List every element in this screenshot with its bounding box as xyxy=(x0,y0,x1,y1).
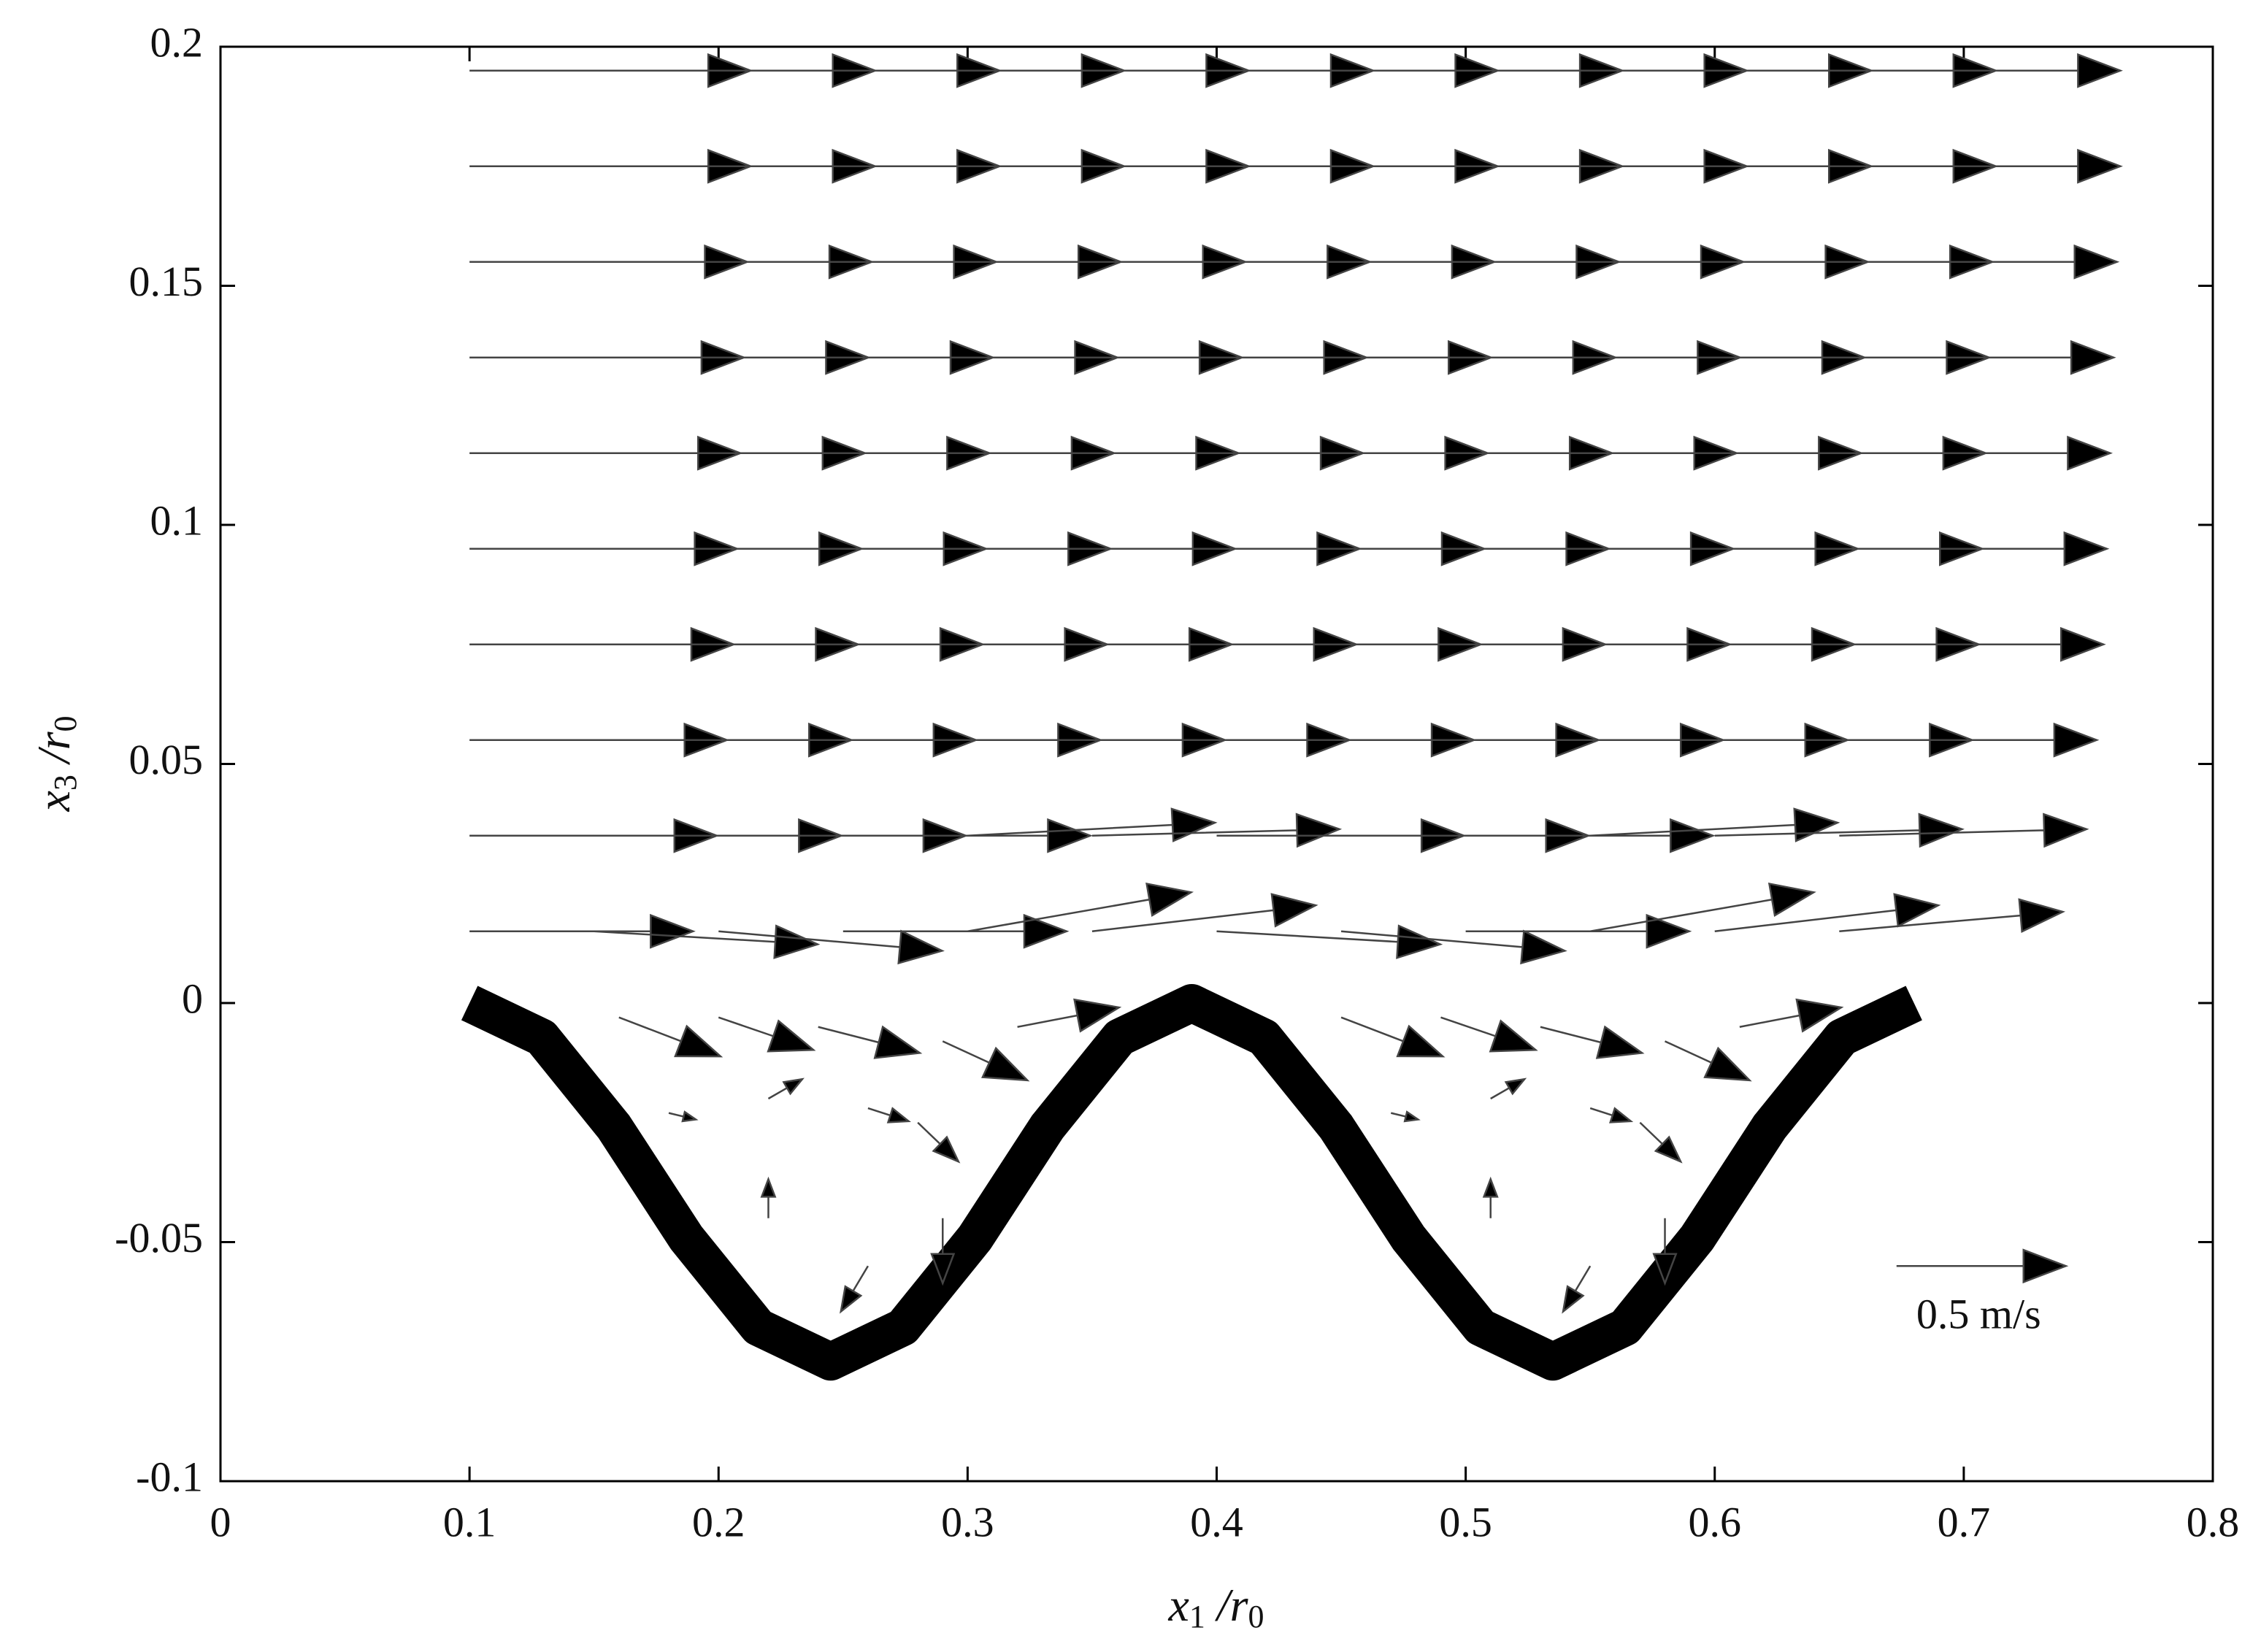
x-tick-label: 0.8 xyxy=(2187,1498,2240,1545)
eddy-arrow xyxy=(1390,1110,1421,1123)
x-tick-label: 0.1 xyxy=(443,1498,496,1545)
velocity-arrow xyxy=(1839,53,2123,88)
eddy-arrow xyxy=(930,1218,956,1286)
velocity-arrow xyxy=(1091,812,1343,848)
eddy-arrow xyxy=(867,1107,911,1123)
y-tick-label: 0 xyxy=(182,975,203,1022)
x-label-sub: 1 xyxy=(1189,1599,1205,1634)
y-tick-label: -0.1 xyxy=(136,1453,203,1500)
eddy-arrow xyxy=(1589,1107,1634,1123)
x-tick-label: 0.7 xyxy=(1938,1498,1991,1545)
velocity-arrow xyxy=(1839,435,2113,471)
velocity-arrow xyxy=(1839,244,2120,280)
eddy-arrow xyxy=(1482,1176,1499,1218)
velocity-arrow xyxy=(1465,818,1716,853)
y-tick-label: 0.15 xyxy=(129,258,204,305)
velocity-arrow xyxy=(718,929,945,965)
eddy-arrow xyxy=(1664,1040,1752,1082)
velocity-arrow xyxy=(1465,913,1692,949)
y-tick-label: 0.2 xyxy=(150,18,204,66)
eddy-arrow xyxy=(1562,1265,1592,1314)
x-tick-label: 0.4 xyxy=(1190,1498,1243,1545)
eddy-arrow xyxy=(840,1265,870,1314)
y-label-sub: 0 xyxy=(47,715,83,731)
velocity-arrow xyxy=(1839,812,2089,848)
reference-label: 0.5 m/s xyxy=(1916,1291,2041,1338)
y-axis-label: x3 /r0 xyxy=(28,715,83,812)
velocity-arrow xyxy=(1839,626,2106,662)
velocity-arrow xyxy=(1714,812,1965,848)
y-tick-label: 0.1 xyxy=(150,496,204,544)
surface xyxy=(461,984,1922,1381)
velocity-arrow xyxy=(1590,807,1840,842)
eddy-arrow xyxy=(1440,1016,1538,1053)
eddy-arrow xyxy=(767,1077,805,1100)
velocity-arrow xyxy=(967,807,1218,842)
eddy-arrow xyxy=(1540,1025,1645,1059)
velocity-arrow xyxy=(1340,929,1567,965)
x-label-sub: 0 xyxy=(1248,1599,1264,1634)
eddy-arrow xyxy=(718,1016,816,1053)
eddy-arrow xyxy=(917,1121,961,1164)
x-label-den: /r xyxy=(1205,1579,1249,1631)
y-tick-label: 0.05 xyxy=(129,736,204,783)
x-tick-label: 0.5 xyxy=(1439,1498,1492,1545)
eddy-arrow xyxy=(1652,1218,1678,1286)
velocity-arrow xyxy=(1839,722,2100,758)
eddy-arrow xyxy=(668,1110,699,1123)
velocity-arrow xyxy=(967,882,1194,932)
y-label-sub: 3 xyxy=(47,775,83,791)
eddy-arrow xyxy=(1639,1121,1683,1164)
velocity-arrow xyxy=(1839,339,2116,375)
y-label-den: /r xyxy=(28,731,80,775)
eddy-arrow xyxy=(618,1016,723,1058)
x-axis-label: x1 /r0 xyxy=(1167,1579,1264,1634)
x-label-var: x xyxy=(1167,1579,1189,1631)
velocity-arrow xyxy=(1839,898,2066,933)
velocity-arrow xyxy=(1216,924,1443,959)
x-tick-label: 0 xyxy=(210,1498,231,1545)
x-tick-label: 0.2 xyxy=(692,1498,745,1545)
velocity-arrow xyxy=(842,818,1093,853)
eddy-arrow xyxy=(1340,1016,1446,1058)
y-label-var: x xyxy=(28,791,80,812)
eddy-arrow xyxy=(818,1025,923,1059)
velocity-arrow xyxy=(1091,893,1318,932)
velocity-arrow xyxy=(594,924,821,959)
eddy-arrow xyxy=(942,1040,1030,1082)
x-tick-label: 0.3 xyxy=(941,1498,994,1545)
eddy-arrow xyxy=(1739,998,1844,1033)
eddy-arrow xyxy=(1490,1077,1527,1100)
velocity-arrow xyxy=(1839,148,2123,184)
velocity-arrow xyxy=(1589,882,1816,932)
velocity-arrow xyxy=(1839,531,2110,566)
reference-arrow xyxy=(1896,1248,2069,1284)
velocity-arrow xyxy=(469,913,696,949)
x-tick-label: 0.6 xyxy=(1689,1498,1742,1545)
y-tick-label: -0.05 xyxy=(115,1214,203,1261)
eddy-arrow xyxy=(1017,998,1122,1033)
velocity-arrow xyxy=(842,913,1070,949)
eddy-arrow xyxy=(760,1176,777,1218)
velocity-arrow xyxy=(1714,893,1941,932)
